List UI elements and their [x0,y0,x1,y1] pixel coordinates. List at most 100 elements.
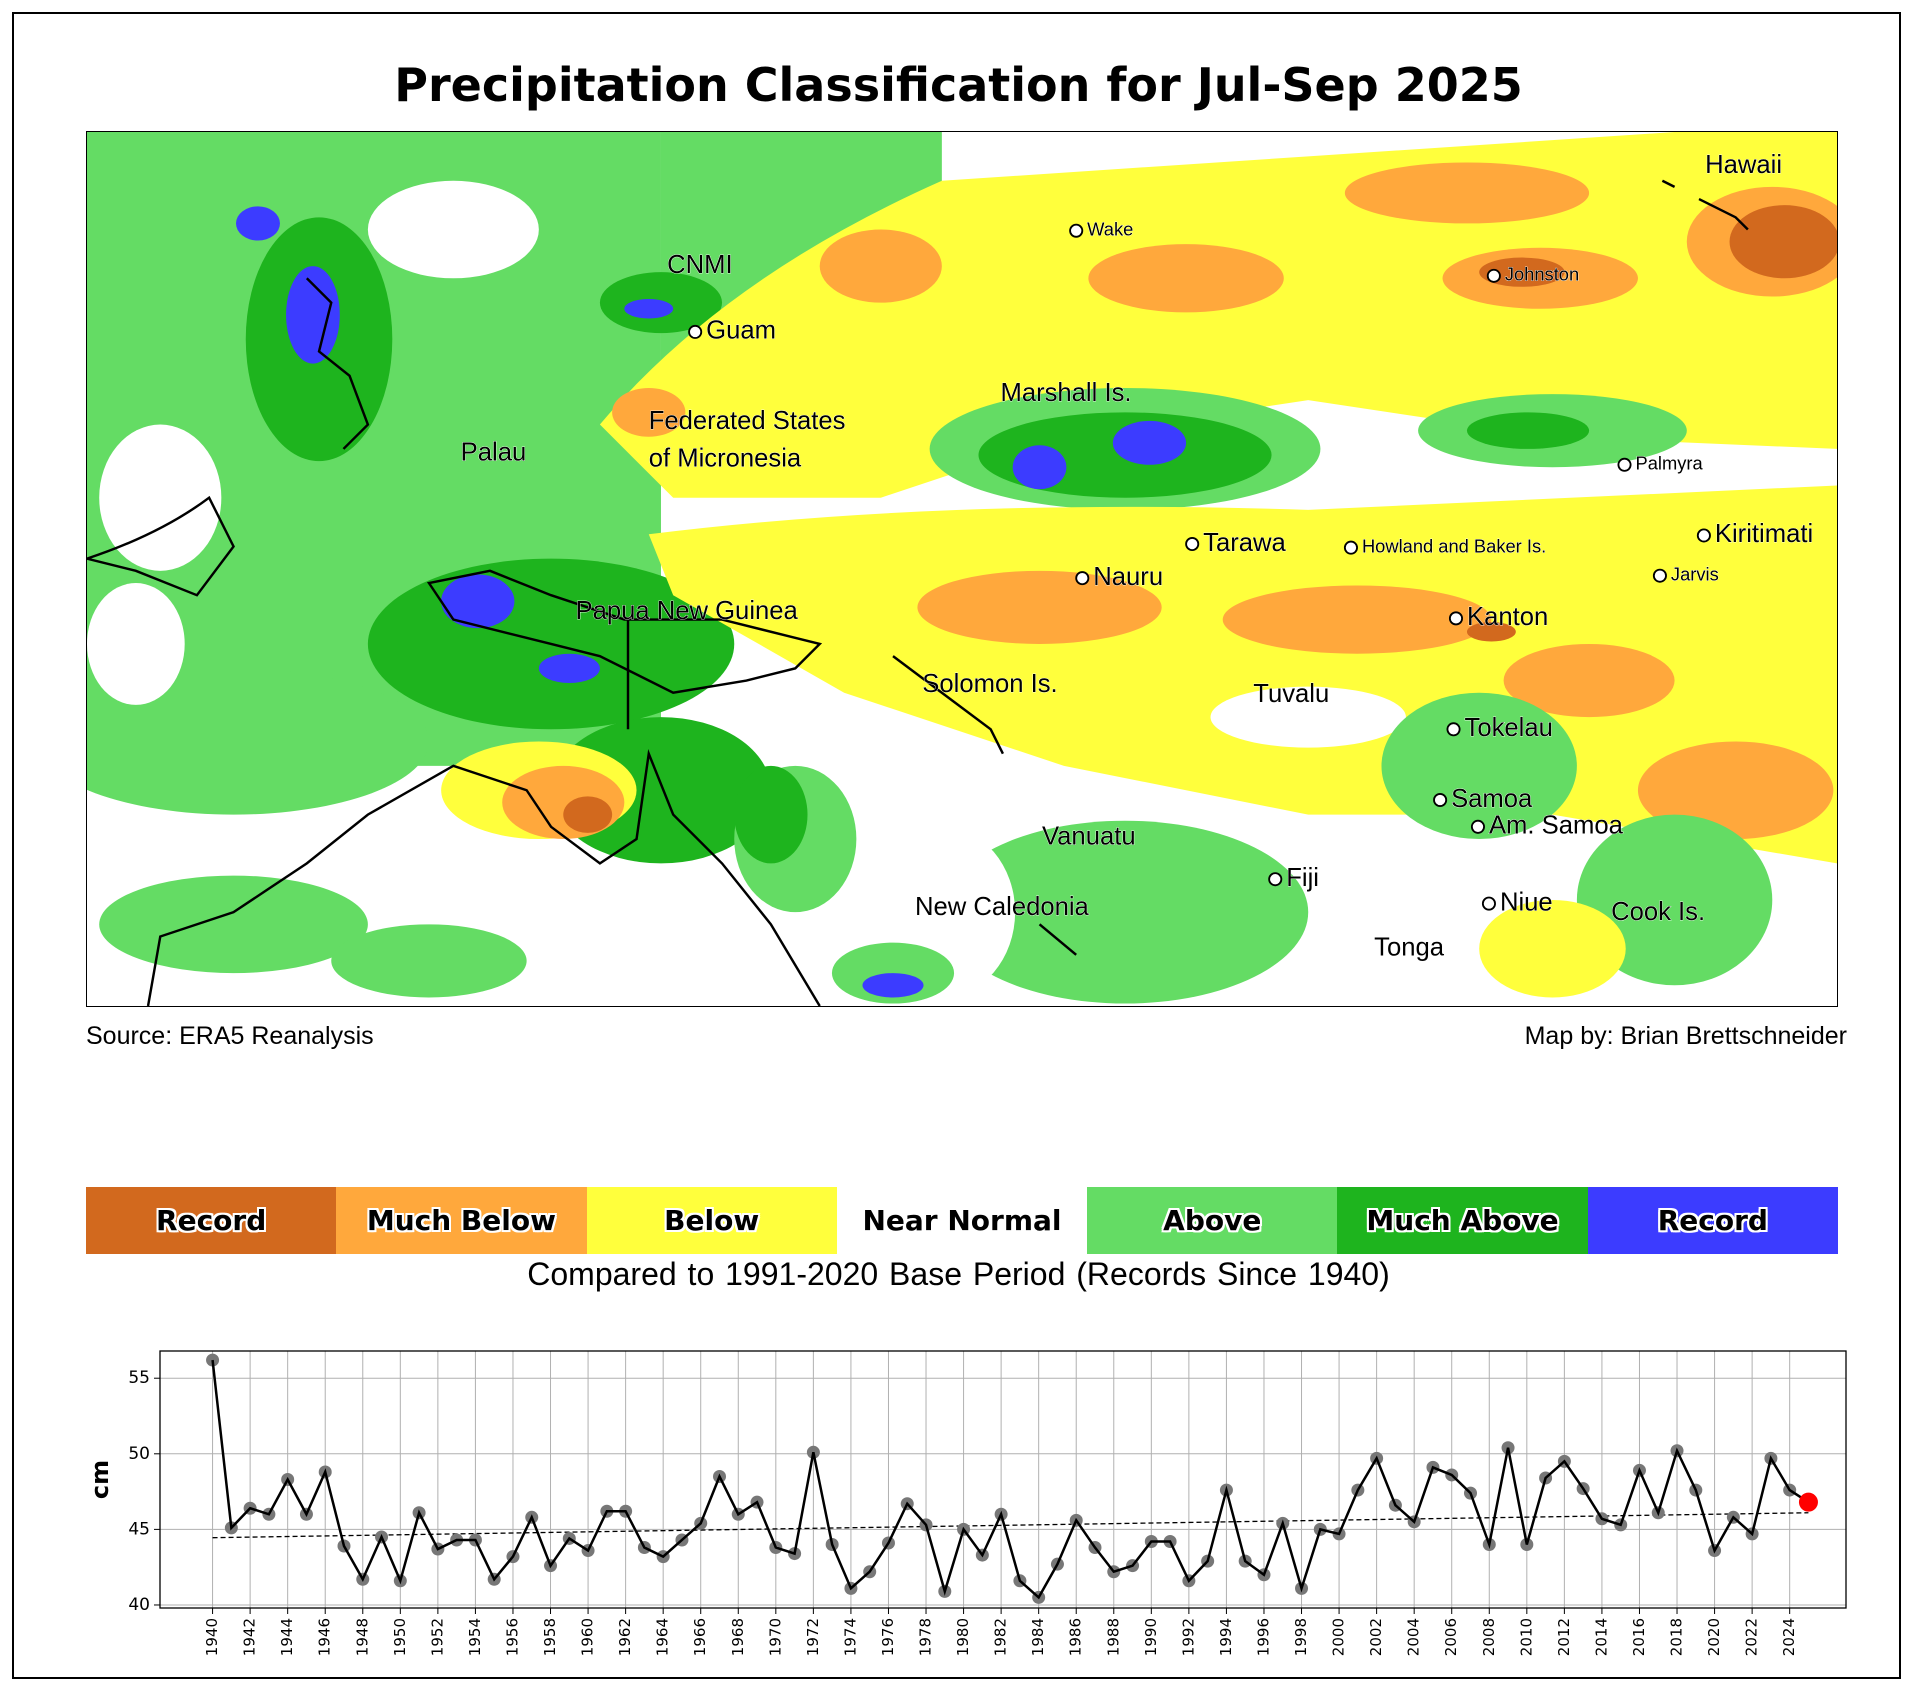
location-marker [1069,223,1084,238]
map-label: Howland and Baker Is. [1362,536,1546,557]
borneo-coastline [87,495,235,597]
map-label: Solomon Is. [922,670,1057,698]
region-record-above [441,574,515,629]
location-marker [1446,722,1461,737]
location-marker [1481,896,1496,911]
region-much-below [502,765,625,840]
map-label: Am. Samoa [1489,812,1624,840]
map-label: of Micronesia [649,445,802,473]
map-label: Vanuatu [1042,823,1136,851]
region-record-above [538,653,600,683]
location-marker [1448,611,1464,626]
precipitation-map: Hawaii Wake CNMI Guam Johnston Marshall Is. Fe… [86,131,1838,1007]
region-above [1576,814,1773,986]
region-above [99,875,368,974]
legend-record-below: Record [86,1187,337,1254]
region-much-below [1222,585,1492,654]
map-canvas: Hawaii Wake CNMI Guam Johnston Marshall Is. Fe… [87,132,1837,1006]
region-record-above [235,206,280,241]
page-title: Precipitation Classification for Jul-Sep… [394,58,1523,112]
map-label: Cook Is. [1611,898,1705,926]
map-label: Guam [706,317,776,345]
map-label: Palmyra [1635,453,1703,474]
region-below [1479,899,1626,998]
map-label: New Caledonia [915,893,1090,921]
location-marker [1343,540,1358,555]
legend-much-above: Much Above [1337,1187,1588,1254]
philippines-coastline [305,277,370,450]
region-above [331,924,527,998]
region-record-above [862,973,924,998]
region-record-below [1479,257,1565,287]
map-label: Jarvis [1671,564,1719,585]
location-marker [1652,568,1667,583]
map-label: Tuvalu [1253,680,1329,708]
region-normal [87,583,185,705]
region-much-below [1503,643,1675,718]
australia-coastline [146,748,821,1006]
map-label: Hawaii [1705,151,1782,179]
region-record-below [1466,622,1516,642]
coastlines [87,179,1749,1006]
legend-above: Above [1087,1187,1338,1254]
region-above [941,820,1309,1004]
region-record-above [286,266,340,364]
map-label: Papua New Guinea [575,597,798,625]
region-normal [367,180,539,279]
map-label: CNMI [667,251,732,279]
figure-frame [12,12,1901,1679]
legend-below: Below [586,1187,837,1254]
location-marker [1075,571,1090,586]
map-credit: Map by: Brian Brettschneider [1524,1022,1847,1050]
map-label: Nauru [1093,563,1163,591]
map-label: Marshall Is. [1000,379,1131,407]
map-label: Fiji [1286,864,1319,892]
legend-near-normal: Near Normal [836,1187,1088,1254]
map-label: Kiritimati [1715,520,1813,548]
location-marker [1696,528,1711,543]
legend-subtitle: Compared to 1991-2020 Base Period (Recor… [527,1256,1390,1292]
map-label: Wake [1087,219,1133,240]
map-label: Federated States [649,407,846,435]
new-caledonia-coastline [1038,923,1077,956]
legend-record-above: Record [1587,1187,1838,1254]
map-label: Palau [461,439,527,467]
region-normal [99,424,222,571]
location-marker [1433,792,1448,808]
location-marker [1185,537,1200,552]
location-marker [1268,872,1283,887]
region-record-above [1112,420,1187,465]
region-above [1381,692,1577,840]
region-much-below [1088,244,1284,313]
region-record-below [1729,205,1837,279]
location-marker [1470,819,1485,834]
map-label: Johnston [1505,264,1579,285]
color-legend: Record Much Below Below Near Normal Abov… [86,1187,1838,1254]
region-much-below [819,229,942,303]
region-record-above [624,298,674,319]
region-record-below [563,796,613,833]
map-labels: Hawaii Wake CNMI Guam Johnston Marshall Is. Fe… [460,151,1813,962]
source-note: Source: ERA5 Reanalysis [86,1022,374,1050]
solomon-coastline [892,655,1005,755]
legend-much-below: Much Below [336,1187,587,1254]
location-marker [1617,457,1632,472]
precip-regions [87,132,1837,1004]
hawaii-coastline [1661,179,1749,231]
region-above [87,668,429,815]
map-label: Niue [1500,888,1553,916]
map-label: Tokelau [1465,714,1553,742]
region-much-below [612,387,686,437]
map-label: Tarawa [1203,529,1286,557]
new-guinea-coastline [426,569,823,694]
map-label: Samoa [1451,785,1533,813]
region-much-below [917,570,1162,644]
region-much-above [1466,412,1590,449]
map-label: Kanton [1467,603,1548,631]
region-much-above [734,765,808,864]
region-normal [1210,686,1406,748]
map-label: Tonga [1374,933,1445,961]
location-marker [688,324,703,339]
location-marker [1486,268,1501,283]
region-record-above [1012,445,1067,490]
